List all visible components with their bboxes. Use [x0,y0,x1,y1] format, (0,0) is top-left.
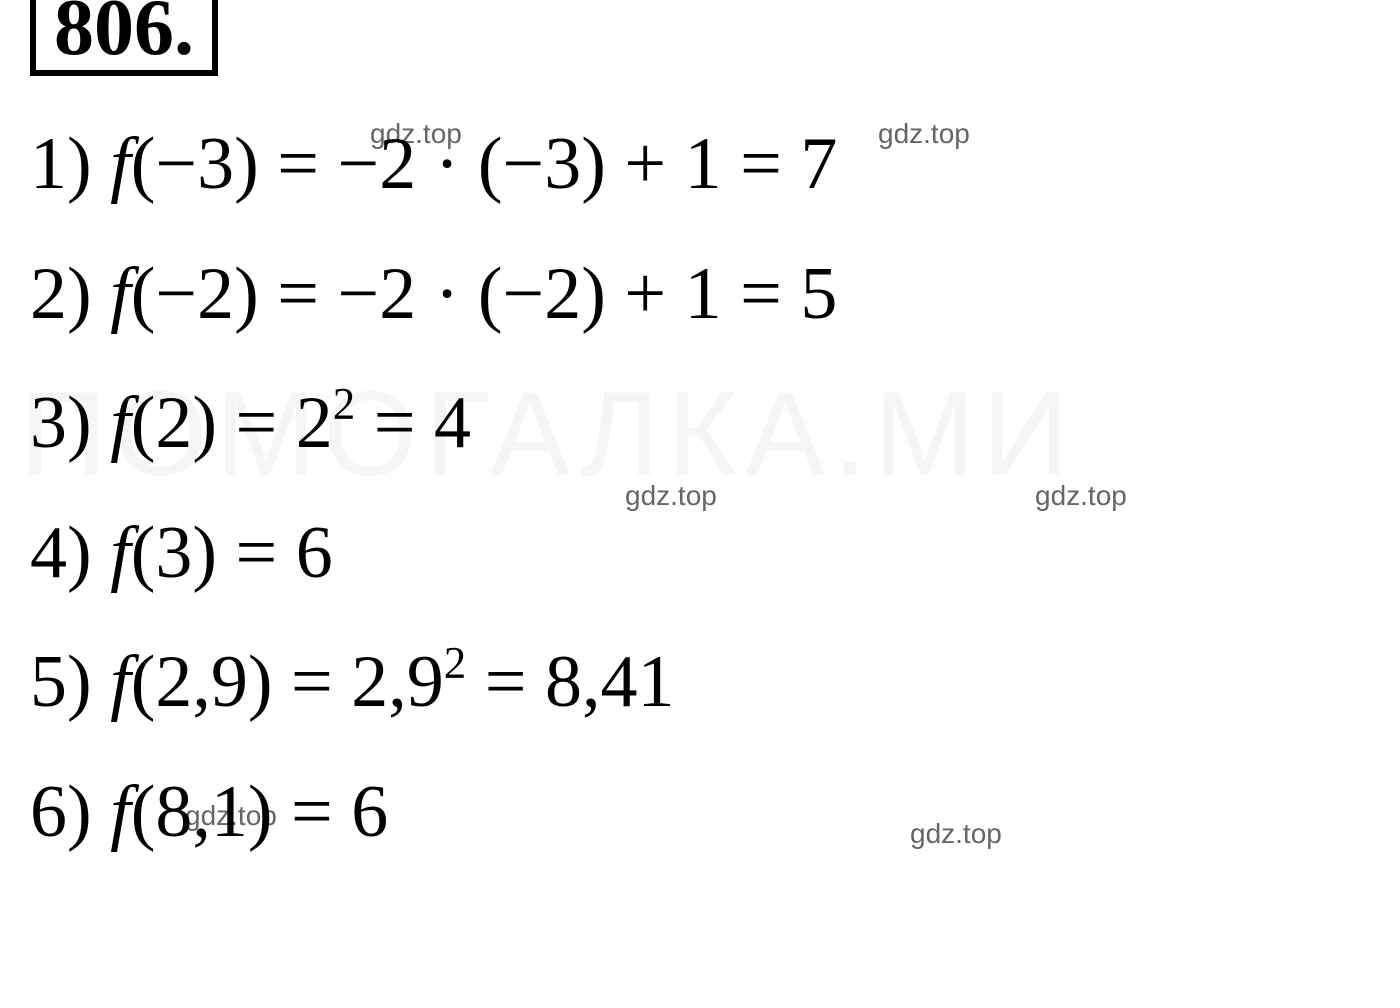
equation-3: 3) f(2) = 22 = 4 [30,359,837,489]
eq-func: f [110,382,131,464]
eq-arg: (−3) [131,123,259,205]
problem-number: 806. [30,0,218,76]
eq-func: f [110,641,131,723]
watermark-small: gdz.top [878,118,970,150]
eq-part: −2 · (−2) + 1 = 5 [337,253,837,335]
watermark-small: gdz.top [910,818,1002,850]
eq-superscript: 2 [444,638,467,688]
eq-arg: (3) [131,512,217,594]
eq-index: 2) [30,253,92,335]
eq-superscript: 2 [333,379,356,429]
eq-arg: (2,9) [131,641,273,723]
eq-index: 4) [30,512,92,594]
eq-func: f [110,512,131,594]
equation-6: 6) f(8,1) = 6 [30,748,837,878]
eq-part: = 6 [291,771,388,853]
equation-1: 1) f(−3) = −2 · (−3) + 1 = 7 [30,100,837,230]
eq-index: 1) [30,123,92,205]
watermark-small: gdz.top [1035,480,1127,512]
eq-part: −2 · (−3) [337,123,605,205]
eq-arg: (8,1) [131,771,273,853]
eq-part: + 1 = 7 [624,123,837,205]
eq-arg: (−2) [131,253,259,335]
eq-part: = 4 [374,382,471,464]
equation-2: 2) f(−2) = −2 · (−2) + 1 = 5 [30,230,837,360]
eq-part: = 2 [236,382,333,464]
eq-index: 5) [30,641,92,723]
eq-index: 6) [30,771,92,853]
eq-part: = 2,9 [291,641,444,723]
eq-part: = 6 [236,512,333,594]
equation-5: 5) f(2,9) = 2,92 = 8,41 [30,618,837,748]
eq-arg: (2) [131,382,217,464]
eq-index: 3) [30,382,92,464]
eq-part: = [277,253,319,335]
eq-func: f [110,253,131,335]
equation-4: 4) f(3) = 6 [30,489,837,619]
eq-part: = [277,123,319,205]
equations-container: 1) f(−3) = −2 · (−3) + 1 = 7 2) f(−2) = … [30,100,837,877]
eq-part: = 8,41 [485,641,675,723]
eq-func: f [110,771,131,853]
eq-func: f [110,123,131,205]
